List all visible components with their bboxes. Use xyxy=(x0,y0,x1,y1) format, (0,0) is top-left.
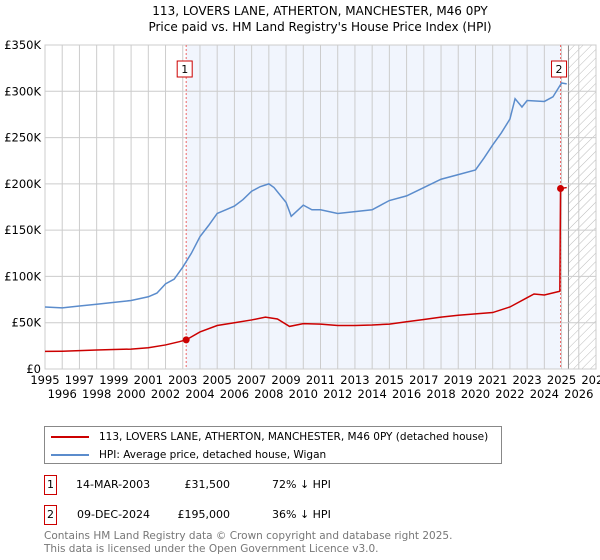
legend-swatch-red xyxy=(51,436,89,438)
y-tick-label: £300K xyxy=(4,84,41,98)
legend-item-hpi: HPI: Average price, detached house, Wiga… xyxy=(45,447,326,463)
x-tick-label: 2004 xyxy=(185,387,214,401)
x-tick-label: 1998 xyxy=(82,387,111,401)
x-tick-label: 2001 xyxy=(134,373,163,387)
y-tick-label: £250K xyxy=(4,131,41,145)
x-tick-label: 2027 xyxy=(581,373,600,387)
x-tick-label: 2007 xyxy=(237,373,266,387)
sale-date: 14-MAR-2003 xyxy=(76,478,151,491)
sale-price: £195,000 xyxy=(177,508,231,521)
sale-label-box xyxy=(176,60,193,78)
footer-copyright: Contains HM Land Registry data © Crown c… xyxy=(44,530,453,542)
x-tick-label: 2010 xyxy=(289,387,318,401)
x-tick-label: 1999 xyxy=(99,373,128,387)
price-paid-line xyxy=(44,186,567,353)
x-tick-label: 2000 xyxy=(116,387,145,401)
chart-title: 113, LOVERS LANE, ATHERTON, MANCHESTER, … xyxy=(152,4,488,18)
x-tick-label: 2020 xyxy=(461,387,490,401)
x-tick-label: 2016 xyxy=(392,387,421,401)
legend-swatch-blue xyxy=(51,454,89,456)
x-tick-label: 2013 xyxy=(340,373,369,387)
sale-price: £31,500 xyxy=(184,478,231,491)
x-tick-label: 2024 xyxy=(530,387,559,401)
x-tick-label: 2014 xyxy=(358,387,387,401)
x-tick-label: 2019 xyxy=(444,373,473,387)
y-tick-label: £100K xyxy=(4,269,41,283)
hpi-line xyxy=(44,82,567,309)
footer-licence: This data is licensed under the Open Gov… xyxy=(44,543,379,555)
chart-svg: 113, LOVERS LANE, ATHERTON, MANCHESTER, … xyxy=(4,4,600,401)
forecast-hatch xyxy=(568,45,596,369)
y-tick-label: £350K xyxy=(4,38,41,52)
x-tick-label: 2021 xyxy=(478,373,507,387)
x-tick-label: 2018 xyxy=(426,387,455,401)
y-tick-label: £50K xyxy=(12,316,42,330)
x-tick-label: 2026 xyxy=(564,387,593,401)
sale-diff: 72% ↓ HPI xyxy=(272,478,331,491)
chart-subtitle: Price paid vs. HM Land Registry's House … xyxy=(148,20,491,34)
x-tick-label: 2022 xyxy=(495,387,524,401)
legend: 113, LOVERS LANE, ATHERTON, MANCHESTER, … xyxy=(44,426,502,464)
x-tick-label: 2005 xyxy=(203,373,232,387)
sale-marker-box: 1 xyxy=(44,475,57,495)
x-tick-label: 2009 xyxy=(271,373,300,387)
x-tick-label: 2008 xyxy=(254,387,283,401)
legend-item-property: 113, LOVERS LANE, ATHERTON, MANCHESTER, … xyxy=(45,429,488,445)
x-tick-label: 2023 xyxy=(512,373,541,387)
x-tick-label: 2012 xyxy=(323,387,352,401)
x-tick-label: 1995 xyxy=(30,373,59,387)
x-tick-label: 2017 xyxy=(409,373,438,387)
sale-label-box xyxy=(551,60,568,78)
x-tick-label: 2011 xyxy=(306,373,335,387)
x-tick-label: 1996 xyxy=(48,387,77,401)
sale-period-shade xyxy=(186,45,561,369)
legend-label: 113, LOVERS LANE, ATHERTON, MANCHESTER, … xyxy=(99,431,489,443)
sale-date: 09-DEC-2024 xyxy=(77,508,151,521)
sale-label: 2 xyxy=(556,63,563,76)
sale-marker-box: 2 xyxy=(44,505,57,525)
x-tick-label: 2002 xyxy=(151,387,180,401)
x-tick-label: 2015 xyxy=(375,373,404,387)
sale-point xyxy=(182,336,190,344)
sale-label: 1 xyxy=(181,63,188,76)
x-tick-label: 1997 xyxy=(65,373,94,387)
y-tick-label: £0 xyxy=(26,362,41,376)
y-tick-label: £150K xyxy=(4,223,41,237)
sale-point xyxy=(557,184,565,192)
x-tick-label: 2003 xyxy=(168,373,197,387)
sale-diff: 36% ↓ HPI xyxy=(272,508,331,521)
legend-label: HPI: Average price, detached house, Wiga… xyxy=(99,449,327,461)
x-tick-label: 2025 xyxy=(547,373,576,387)
x-tick-label: 2006 xyxy=(220,387,249,401)
y-tick-label: £200K xyxy=(4,177,41,191)
